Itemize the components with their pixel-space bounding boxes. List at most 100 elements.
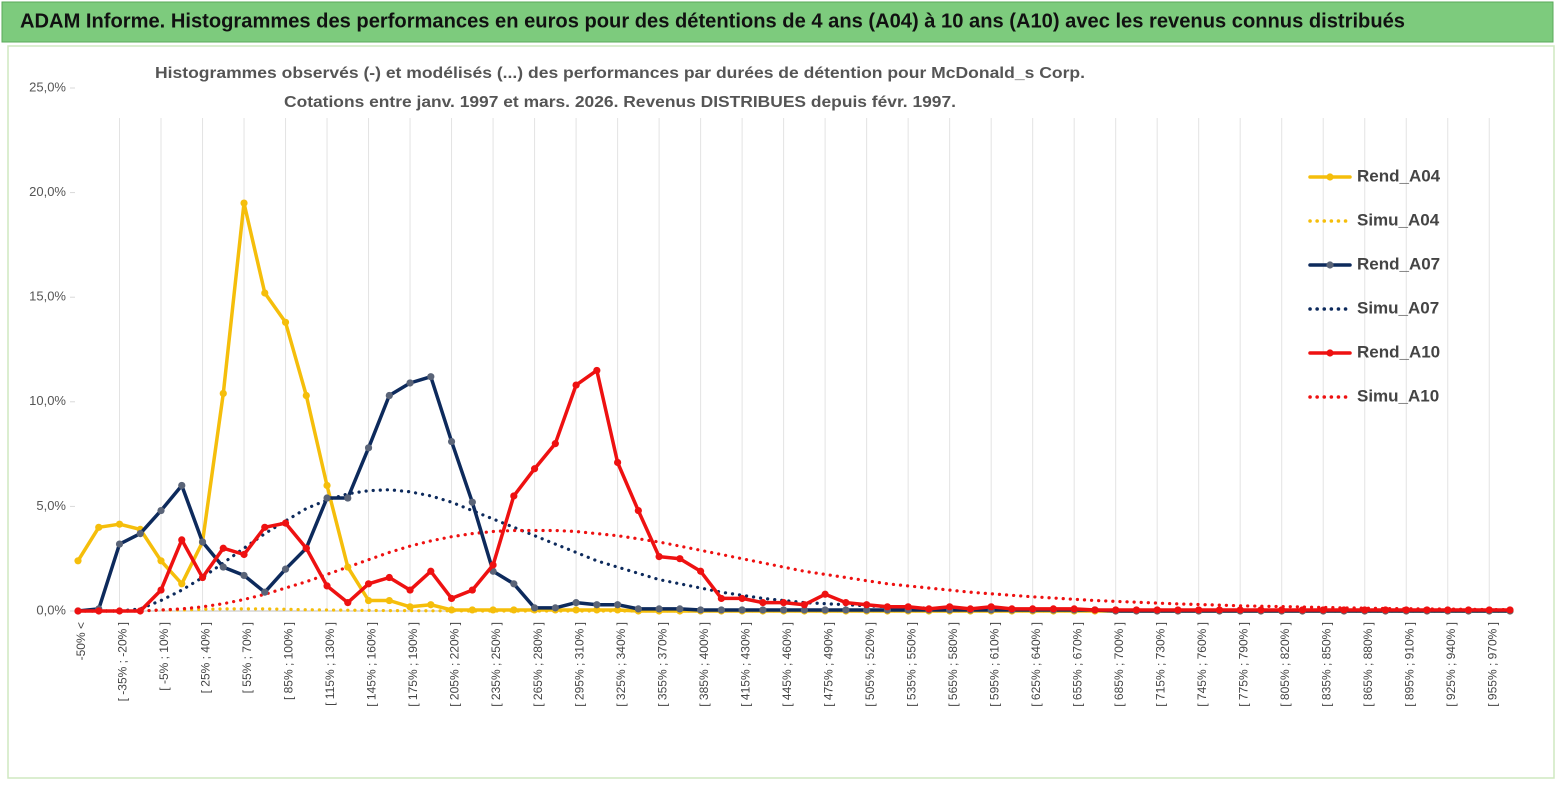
x-tick-label: [ 205% ; 220% ] <box>448 622 462 707</box>
x-tick-label: [ 85% ; 100% ] <box>282 622 296 700</box>
point <box>427 567 435 575</box>
point <box>1215 606 1224 614</box>
legend-label: Simu_A07 <box>1357 298 1439 317</box>
x-tick-label: [ 25% ; 40% ] <box>199 622 213 693</box>
legend-marker <box>1326 261 1334 269</box>
point <box>1236 606 1244 614</box>
x-tick-label: [ 775% ; 790% ] <box>1236 622 1250 707</box>
point <box>447 437 456 446</box>
point <box>406 603 414 611</box>
legend-label: Rend_A04 <box>1357 166 1441 185</box>
point <box>530 604 539 612</box>
point <box>1091 606 1099 614</box>
x-tick-label: [ 355% ; 370% ] <box>655 622 669 707</box>
point <box>1029 605 1037 613</box>
x-tick-label: [ 475% ; 490% ] <box>821 622 835 707</box>
point <box>593 606 601 614</box>
point <box>178 580 186 588</box>
point <box>1174 606 1182 614</box>
point <box>406 379 414 387</box>
point <box>157 586 165 594</box>
point <box>530 465 539 473</box>
x-tick-label: [ 595% ; 610% ] <box>987 622 1001 707</box>
point <box>178 536 186 544</box>
point <box>74 607 82 615</box>
chart-title: Histogrammes observés (-) et modélisés (… <box>155 65 1085 82</box>
x-tick-label: [ 565% ; 580% ] <box>946 622 960 707</box>
point <box>1361 606 1369 614</box>
x-tick-label: [ 625% ; 640% ] <box>1029 622 1043 707</box>
point <box>115 520 124 528</box>
point <box>1132 606 1141 614</box>
x-tick-label: [ 535% ; 550% ] <box>904 622 918 707</box>
point <box>821 606 829 614</box>
point <box>1319 606 1327 614</box>
point <box>863 601 871 609</box>
point <box>1485 606 1493 614</box>
point <box>261 289 269 297</box>
point <box>634 605 642 613</box>
point <box>447 594 456 603</box>
point <box>780 606 788 614</box>
point <box>780 599 788 607</box>
point <box>364 444 373 452</box>
point <box>966 605 975 613</box>
point <box>344 563 352 571</box>
point <box>738 606 746 614</box>
x-tick-label: [ 325% ; 340% ] <box>614 622 628 707</box>
point <box>821 590 829 598</box>
x-tick-label: [ -35% ; -20% ] <box>116 622 130 701</box>
point <box>281 318 290 326</box>
point <box>572 599 580 607</box>
point <box>240 550 248 559</box>
chart-frame <box>7 45 1555 779</box>
point <box>385 596 393 605</box>
point <box>842 606 850 614</box>
point <box>676 605 684 613</box>
point <box>115 607 124 615</box>
x-tick-label: [ 265% ; 280% ] <box>531 622 545 707</box>
y-tick-label: 15,0% <box>29 289 66 304</box>
point <box>281 565 290 573</box>
point <box>883 603 891 611</box>
point <box>1049 605 1058 613</box>
chart-subtitle: Cotations entre janv. 1997 et mars. 2026… <box>284 94 956 111</box>
point <box>323 582 331 590</box>
x-tick-label: [ 715% ; 730% ] <box>1153 622 1167 707</box>
point <box>655 605 663 613</box>
legend-label: Simu_A10 <box>1357 386 1439 405</box>
point <box>1340 606 1348 614</box>
point <box>1423 606 1431 614</box>
x-tick-label: [ 925% ; 940% ] <box>1444 622 1458 707</box>
point <box>572 381 580 389</box>
point <box>613 601 622 609</box>
point <box>697 567 705 575</box>
legend-marker <box>1326 173 1334 181</box>
legend: Rend_A04 Simu_A04 Rend_A07 Simu_A07 Rend_A10… <box>1308 166 1441 405</box>
point <box>468 498 476 506</box>
point <box>863 606 871 614</box>
point <box>925 605 933 613</box>
point <box>551 604 559 612</box>
header-title: ADAM Informe. Histogrammes des performan… <box>20 10 1405 32</box>
x-tick-label: [ 385% ; 400% ] <box>697 622 711 707</box>
x-tick-label: [ 835% ; 850% ] <box>1319 622 1333 707</box>
y-tick-label: 0,0% <box>36 602 66 617</box>
point <box>1381 606 1390 614</box>
x-tick-label: [ 235% ; 250% ] <box>489 622 503 707</box>
point <box>510 580 518 588</box>
point <box>261 588 269 596</box>
point <box>510 606 518 614</box>
point <box>115 540 124 548</box>
point <box>385 573 393 582</box>
x-tick-label: [ 685% ; 700% ] <box>1112 622 1126 707</box>
x-tick-label: [ 295% ; 310% ] <box>572 622 586 707</box>
point <box>219 389 227 398</box>
point <box>613 458 622 467</box>
point <box>800 606 808 614</box>
point <box>468 606 476 614</box>
point <box>1153 606 1161 614</box>
x-tick-label: -50% < <box>74 622 88 660</box>
x-tick-label: [ 805% ; 820% ] <box>1278 622 1292 707</box>
